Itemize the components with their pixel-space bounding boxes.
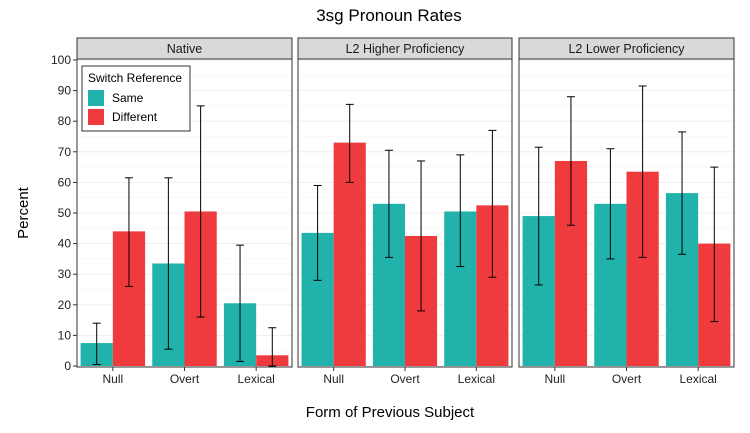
- x-tick-label: Lexical: [679, 372, 716, 386]
- legend-swatch: [88, 109, 104, 125]
- legend-title: Switch Reference: [88, 71, 182, 85]
- panel-border: [297, 58, 513, 368]
- y-tick-label: 10: [58, 328, 72, 342]
- y-tick-label: 0: [64, 359, 71, 373]
- y-tick-label: 80: [58, 114, 72, 128]
- x-tick-label: Lexical: [237, 372, 274, 386]
- x-tick-label: Overt: [612, 372, 642, 386]
- y-tick-label: 100: [51, 53, 71, 67]
- y-tick-label: 90: [58, 84, 72, 98]
- x-tick-label: Null: [102, 372, 123, 386]
- legend-label: Different: [112, 110, 158, 124]
- x-tick-label: Null: [323, 372, 344, 386]
- facet-panel: L2 Lower Proficiency Null Overt Lexical: [518, 37, 735, 386]
- y-tick-label: 60: [58, 175, 72, 189]
- x-axis-title: Form of Previous Subject: [306, 404, 475, 421]
- y-tick-label: 30: [58, 267, 72, 281]
- facet-label: L2 Higher Proficiency: [346, 42, 466, 56]
- y-axis: 0 10 20 30 40 50 60 70 80 90 100: [51, 53, 77, 373]
- y-tick-label: 70: [58, 145, 72, 159]
- x-tick-label: Overt: [390, 372, 420, 386]
- panel-border: [518, 58, 735, 368]
- facet-label: L2 Lower Proficiency: [568, 42, 685, 56]
- x-tick-label: Null: [544, 372, 565, 386]
- x-tick-label: Lexical: [458, 372, 495, 386]
- facet-panel: Native Null Overt Lexical: [76, 37, 293, 386]
- y-axis-title: Percent: [15, 186, 32, 239]
- y-tick-label: 40: [58, 237, 72, 251]
- y-tick-label: 20: [58, 298, 72, 312]
- facet-label: Native: [167, 42, 202, 56]
- x-tick-label: Overt: [170, 372, 200, 386]
- y-tick-label: 50: [58, 206, 72, 220]
- legend-label: Same: [112, 91, 144, 105]
- legend-swatch: [88, 90, 104, 106]
- legend: Switch Reference Same Different: [81, 65, 191, 132]
- facet-panel: L2 Higher Proficiency Null Overt Lexical: [297, 37, 513, 386]
- chart-title: 3sg Pronoun Rates: [316, 6, 462, 25]
